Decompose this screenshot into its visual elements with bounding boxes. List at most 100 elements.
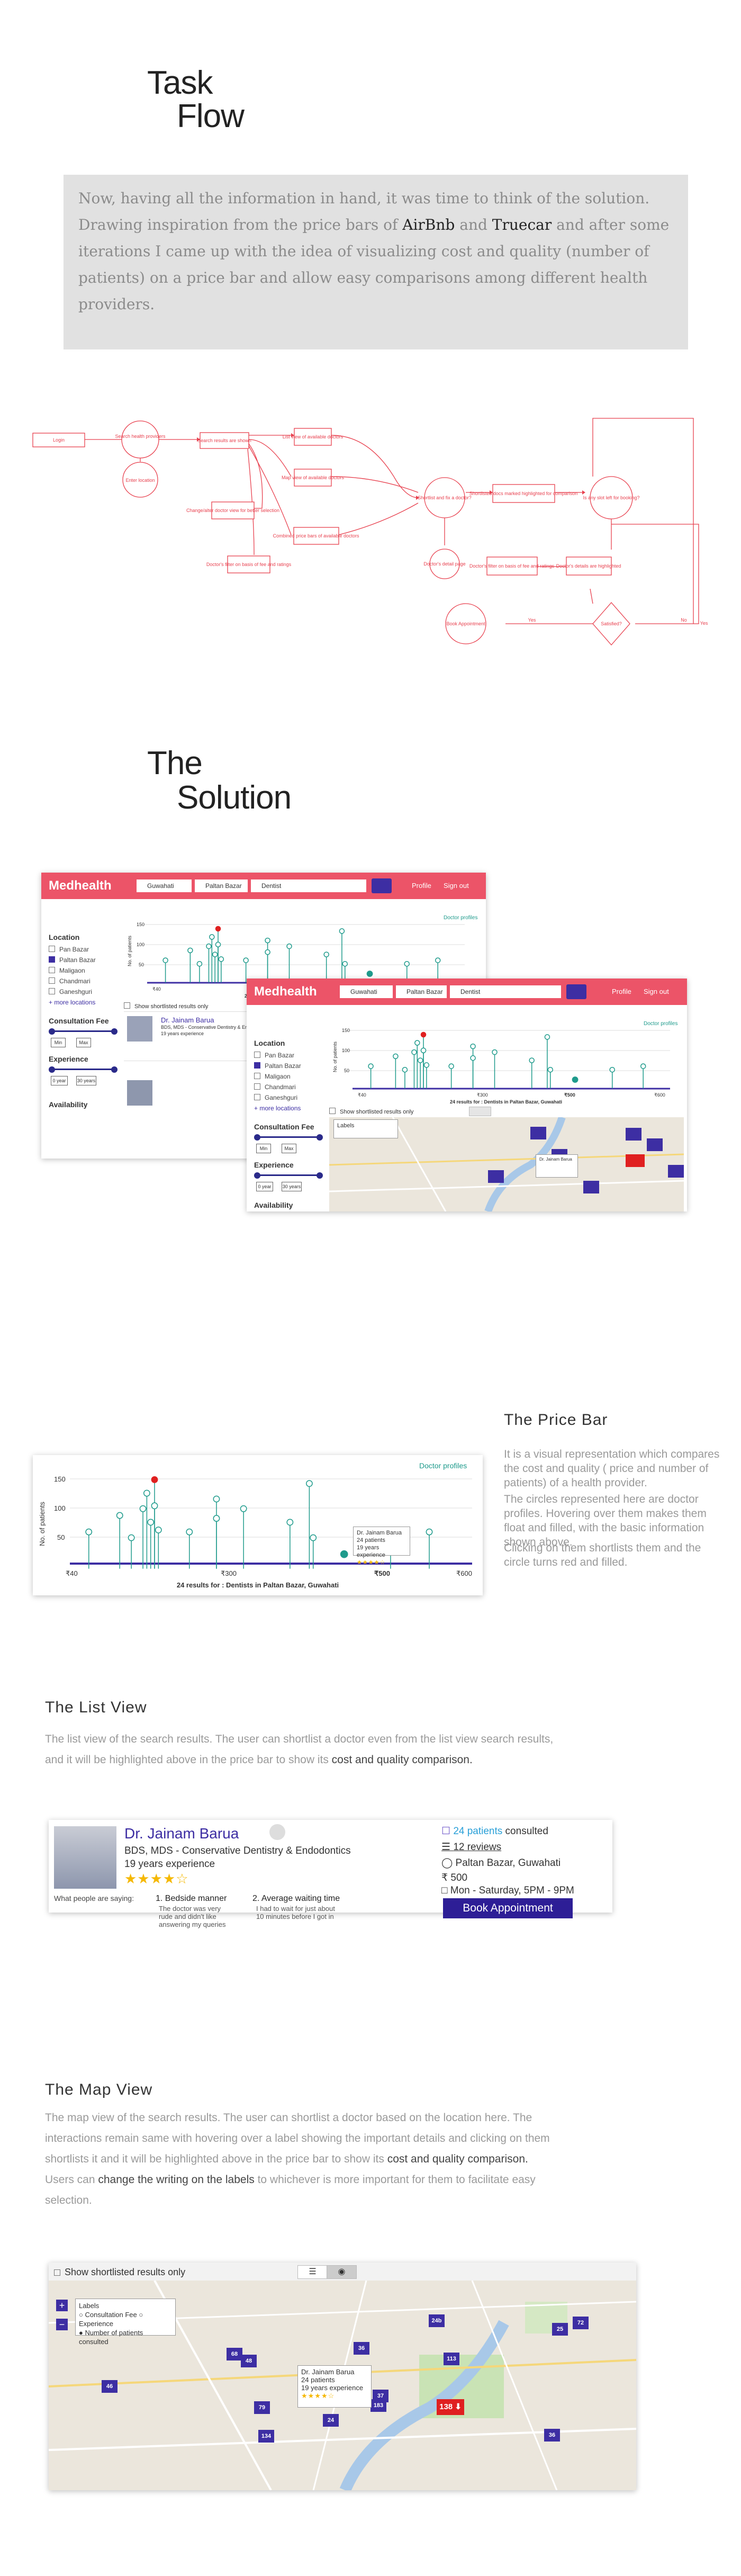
more-locations-link[interactable]: + more locations xyxy=(49,999,96,1006)
map-marker-selected[interactable] xyxy=(626,1154,645,1167)
map-marker[interactable]: 36 xyxy=(354,2342,369,2355)
map-marker[interactable]: 68 xyxy=(227,2348,242,2360)
exp-slider-min-knob[interactable] xyxy=(49,1066,55,1073)
sidebar-item-chandmari[interactable]: Chandmari xyxy=(254,1083,296,1091)
map-marker[interactable]: 48 xyxy=(241,2355,257,2367)
show-shortlisted-back[interactable]: Show shortlisted results only xyxy=(124,1002,208,1010)
zoom-out-button[interactable]: − xyxy=(56,2319,68,2330)
map-marker[interactable] xyxy=(488,1170,504,1183)
map-marker[interactable] xyxy=(583,1181,599,1193)
map-marker[interactable] xyxy=(626,1128,641,1141)
search-input[interactable]: Dentist xyxy=(251,879,366,892)
labels-panel[interactable]: Labels ○ Consultation Fee ○ Experience ●… xyxy=(75,2299,176,2346)
fee-slider[interactable] xyxy=(51,1030,114,1032)
area-input[interactable]: Paltan Bazar xyxy=(396,985,447,998)
svg-text:Doctor profiles: Doctor profiles xyxy=(444,915,477,921)
map-marker[interactable]: 79 xyxy=(254,2401,270,2414)
exp-min-box[interactable]: 0 year xyxy=(51,1076,68,1085)
sidebar-item-maligaon[interactable]: Maligaon xyxy=(49,967,85,974)
profile-link[interactable]: Profile xyxy=(412,882,431,890)
more-locations-link[interactable]: + more locations xyxy=(254,1105,301,1112)
airbnb-link: AirBnb xyxy=(402,216,455,234)
fee-slider[interactable] xyxy=(256,1136,320,1138)
svg-text:Doctor's filter on basis of fe: Doctor's filter on basis of fee and rati… xyxy=(206,562,292,567)
search-button[interactable] xyxy=(372,878,392,893)
map-marker[interactable]: 134 xyxy=(258,2430,274,2443)
map-marker-selected[interactable]: 138 ⬇ xyxy=(437,2399,464,2415)
map-marker[interactable]: 113 xyxy=(444,2353,459,2365)
fee-min-box[interactable]: Min xyxy=(51,1038,66,1047)
svg-text:No. of patients: No. of patients xyxy=(332,1041,338,1072)
exp-max-box[interactable]: 30 years xyxy=(282,1182,302,1191)
location-input[interactable]: Guwahati xyxy=(340,985,393,998)
doctor-profile-circle xyxy=(243,957,249,963)
area-input[interactable]: Paltan Bazar xyxy=(195,879,248,892)
label-option-fee[interactable]: ○ Consultation Fee ○ Experience xyxy=(79,2311,143,2328)
map-marker[interactable]: 24b xyxy=(429,2314,445,2327)
exp-slider-max-knob[interactable] xyxy=(111,1066,118,1073)
profile-link[interactable]: Profile xyxy=(612,988,631,995)
map-marker[interactable] xyxy=(668,1165,684,1178)
patients-consulted: ☐ 24 patients consulted xyxy=(441,1826,548,1837)
exp-slider-max-knob[interactable] xyxy=(317,1172,323,1179)
sidebar-item-paltan-bazar[interactable]: Paltan Bazar xyxy=(254,1062,301,1070)
fee-max-box[interactable]: Max xyxy=(282,1144,296,1153)
map-marker[interactable] xyxy=(530,1127,546,1139)
map-marker[interactable]: 72 xyxy=(573,2317,589,2329)
map-marker[interactable]: 25 xyxy=(552,2323,568,2336)
fee-min-box[interactable]: Min xyxy=(256,1144,271,1153)
show-shortlisted-map[interactable]: Show shortlisted results only xyxy=(54,2267,185,2278)
price-bar-points-large xyxy=(85,1476,433,1569)
map-small[interactable]: Labels Dr. Jainam Barua xyxy=(329,1117,684,1211)
doctor-name[interactable]: Dr. Jainam Barua xyxy=(161,1016,214,1024)
fee-max-box[interactable]: Max xyxy=(76,1038,91,1047)
doctor-degree: BDS, MDS - Conservative Dentistry & Endo… xyxy=(124,1845,351,1856)
map-marker[interactable]: 46 xyxy=(102,2380,118,2393)
fee-slider-min-knob[interactable] xyxy=(49,1028,55,1035)
doctor-profile-circle xyxy=(342,961,348,967)
reviews-link[interactable]: ☰ 12 reviews xyxy=(441,1842,502,1853)
sidebar-location-label: Location xyxy=(49,933,80,941)
doctor-profile-circle xyxy=(411,1049,417,1055)
map-large[interactable]: + − Labels ○ Consultation Fee ○ Experien… xyxy=(49,2281,636,2490)
svg-text:₹600: ₹600 xyxy=(654,1092,665,1098)
exp-max-box[interactable]: 30 years xyxy=(76,1076,96,1085)
sidebar-item-paltan-bazar[interactable]: Paltan Bazar xyxy=(49,956,96,964)
map-marker[interactable]: 183 xyxy=(370,2399,386,2412)
signout-link[interactable]: Sign out xyxy=(444,882,469,890)
sidebar-item-ganeshguri[interactable]: Ganeshguri xyxy=(49,988,92,995)
book-appointment-button[interactable]: Book Appointment xyxy=(443,1898,573,1918)
label-option-patients[interactable]: ● Number of patients consulted xyxy=(79,2329,143,2346)
review-2-title: 2. Average waiting time xyxy=(252,1894,340,1903)
doctor-profile-circle xyxy=(151,1502,158,1510)
map-labels-box[interactable]: Labels xyxy=(333,1119,398,1138)
exp-min-box[interactable]: 0 year xyxy=(256,1182,273,1191)
zoom-in-button[interactable]: + xyxy=(56,2300,68,2311)
doctor-name[interactable]: Dr. Jainam Barua xyxy=(124,1825,239,1842)
sidebar-item-maligaon[interactable]: Maligaon xyxy=(254,1073,291,1080)
doctor-profile-circle xyxy=(213,1515,220,1522)
price-bar-heading: The Price Bar xyxy=(504,1411,608,1429)
map-marker[interactable]: 36 xyxy=(544,2429,560,2442)
search-button[interactable] xyxy=(566,984,586,999)
app-mockup-front: Medhealth Guwahati Paltan Bazar Dentist … xyxy=(247,979,687,1211)
map-view-toggle[interactable]: ◉ xyxy=(327,2265,357,2279)
sidebar-item-pan-bazar[interactable]: Pan Bazar xyxy=(49,946,89,953)
fee-slider-min-knob[interactable] xyxy=(254,1134,260,1141)
fee-slider-max-knob[interactable] xyxy=(111,1028,118,1035)
map-marker[interactable]: 24 xyxy=(323,2414,339,2427)
show-shortlisted-front[interactable]: Show shortlisted results only xyxy=(329,1108,413,1115)
location-input[interactable]: Guwahati xyxy=(137,879,192,892)
signout-link[interactable]: Sign out xyxy=(644,988,669,995)
exp-slider-min-knob[interactable] xyxy=(254,1172,260,1179)
search-input[interactable]: Dentist xyxy=(450,985,561,998)
fee-slider-max-knob[interactable] xyxy=(317,1134,323,1141)
sidebar-item-pan-bazar[interactable]: Pan Bazar xyxy=(254,1052,294,1059)
experience-slider[interactable] xyxy=(51,1069,114,1070)
sidebar-item-ganeshguri[interactable]: Ganeshguri xyxy=(254,1094,297,1101)
view-toggle[interactable] xyxy=(469,1107,491,1116)
experience-slider[interactable] xyxy=(256,1174,320,1176)
sidebar-item-chandmari[interactable]: Chandmari xyxy=(49,977,91,985)
map-marker[interactable] xyxy=(647,1138,663,1151)
list-view-toggle[interactable]: ☰ xyxy=(297,2265,328,2279)
